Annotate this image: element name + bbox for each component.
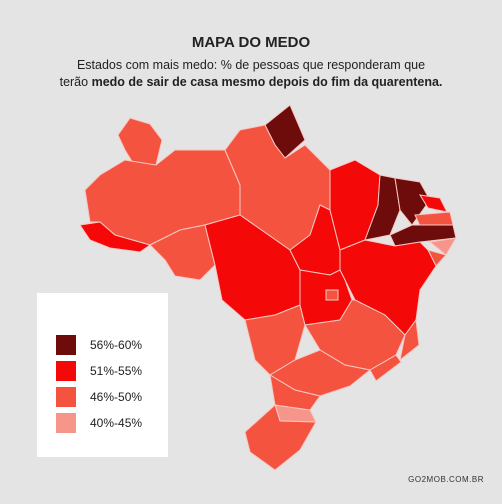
legend-swatch	[56, 335, 76, 355]
state	[149, 224, 216, 281]
legend-item: 40%-45%	[56, 413, 142, 433]
state	[369, 354, 402, 382]
title: MAPA DO MEDO	[191, 34, 311, 51]
source: GO2MOB.COM.BR	[408, 475, 484, 484]
state	[269, 374, 321, 411]
state	[414, 211, 454, 227]
subtitle: Estados com mais medo: % de pessoas que …	[0, 57, 502, 91]
state	[79, 221, 152, 253]
legend-swatch	[56, 387, 76, 407]
legend-label: 56%-60%	[90, 338, 143, 352]
legend-swatch	[56, 413, 76, 433]
state	[399, 318, 420, 362]
subtitle-text: terão	[59, 75, 89, 89]
legend-label: 40%-45%	[90, 416, 143, 430]
state	[428, 237, 457, 256]
state	[244, 404, 317, 471]
state	[394, 177, 431, 226]
legend-label: 51%-55%	[90, 364, 143, 378]
legend-label: 46%-50%	[90, 390, 143, 404]
legend-item: 46%-50%	[56, 387, 142, 407]
subtitle-line: terão medo de sair de casa mesmo depois …	[0, 74, 502, 91]
state	[117, 117, 163, 169]
legend-item: 51%-55%	[56, 361, 142, 381]
legend-swatch	[56, 361, 76, 381]
legend-item: 56%-60%	[56, 335, 142, 355]
legend: 56%-60% 51%-55% 46%-50% 40%-45%	[37, 293, 168, 457]
state	[244, 304, 306, 376]
subtitle-bold: medo de sair de casa mesmo depois do fim…	[91, 75, 443, 89]
subtitle-line: Estados com mais medo: % de pessoas que …	[76, 58, 426, 72]
state	[325, 289, 339, 301]
